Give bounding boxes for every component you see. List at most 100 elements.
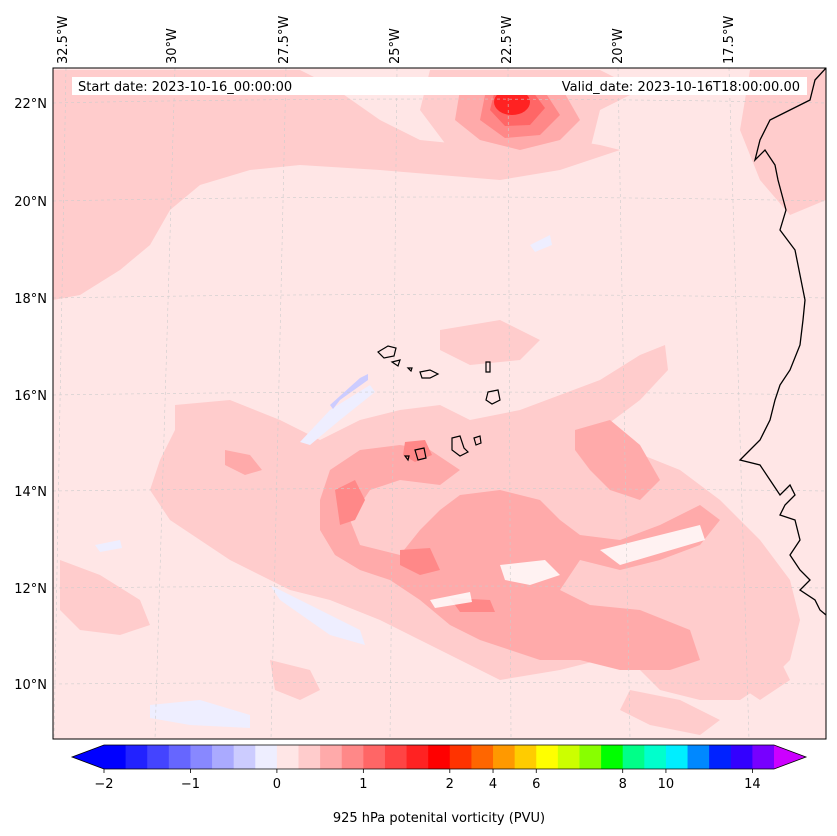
pv-core-1 [335, 480, 365, 525]
colorbar-cell [363, 745, 386, 769]
colorbar-tick-label: 1 [359, 777, 367, 792]
lon-label: 27.5°W [277, 16, 292, 64]
colorbar-cell [190, 745, 213, 769]
graticule [52, 67, 827, 740]
map-panel [52, 67, 827, 740]
colorbar-tick-label: −2 [94, 777, 113, 792]
lat-label: 16°N [14, 389, 47, 404]
colorbar-tick-label: 10 [658, 777, 675, 792]
date-header: Start date: 2023-10-16_00:00:00 Valid_da… [72, 77, 807, 95]
coastline [738, 68, 826, 616]
colorbar-label: 925 hPa potenital vorticity (PVU) [333, 811, 545, 826]
pv-core-2 [400, 548, 440, 575]
cape-verde-islands [377, 345, 501, 462]
colorbar-cell [428, 745, 451, 769]
colorbar-cell [276, 745, 300, 769]
colorbar-cell [384, 745, 408, 769]
lat-label: 12°N [14, 582, 47, 597]
island-boa-vista [485, 389, 501, 405]
colorbar-cell [125, 745, 148, 769]
neg-streak-2 [270, 585, 365, 645]
pv-patch-north [53, 70, 620, 300]
pv-core-spot [403, 440, 432, 462]
pv-field [53, 70, 826, 735]
pv-max-inner [494, 89, 530, 115]
pv-level-negative-weak [95, 235, 552, 728]
island-santiago [451, 435, 470, 457]
pv-patch-north-coast [740, 70, 826, 215]
pv-patch-south-east [620, 690, 720, 735]
latitude-labels: 22°N 20°N 18°N 16°N 14°N 12°N 10°N [14, 97, 47, 693]
colorbar-cell [709, 745, 732, 769]
colorbar-cell [406, 745, 429, 769]
colorbar-cell [493, 745, 516, 769]
africa-coast [738, 68, 826, 616]
colorbar-cell [622, 745, 645, 769]
lat-label: 14°N [14, 485, 47, 500]
pv-band-east [575, 420, 660, 500]
colorbar-cell [212, 745, 235, 769]
neg-core-1 [330, 374, 368, 409]
lon-label: 20°W [611, 28, 626, 64]
pv-blob-small [225, 450, 262, 475]
island-santa-luzia [406, 367, 413, 373]
pv-patch-coast-south [730, 630, 790, 700]
pv-patch-island [440, 320, 540, 365]
lon-label: 22.5°W [500, 16, 515, 64]
colorbar-cell [471, 745, 494, 769]
colorbar-under-arrow [72, 745, 104, 769]
colorbar-cell [730, 745, 753, 769]
lat-label: 20°N [14, 195, 47, 210]
island-maio [473, 435, 482, 446]
pv-level-negative [330, 374, 368, 409]
lon-label: 17.5°W [722, 16, 737, 64]
colorbar-cells [104, 745, 775, 769]
start-date-text: Start date: 2023-10-16_00:00:00 [78, 80, 292, 95]
colorbar-cell [298, 745, 321, 769]
map-frame [52, 67, 827, 740]
colorbar-cell [644, 745, 667, 769]
neg-streak-1 [300, 385, 375, 445]
island-sao-nicolau [419, 369, 440, 379]
longitude-labels: 32.5°W 30°W 27.5°W 25°W 22.5°W 20°W 17.5… [56, 16, 737, 64]
zero-streak-3 [430, 592, 472, 608]
colorbar-cell [514, 745, 537, 769]
colorbar-cell [255, 745, 278, 769]
colorbar-tick-label: 0 [273, 777, 281, 792]
island-brava [403, 455, 410, 462]
colorbar-cell [536, 745, 559, 769]
colorbar-tick-label: 14 [744, 777, 761, 792]
colorbar-cell [449, 745, 472, 769]
zero-streak-1 [500, 560, 560, 585]
colorbar-cell [233, 745, 256, 769]
header-bar [72, 77, 807, 95]
colorbar-cell [752, 745, 775, 769]
lat-label: 10°N [14, 678, 47, 693]
lon-label: 32.5°W [56, 16, 71, 64]
colorbar-ticks: −2 −1 0 1 2 4 6 8 10 14 [94, 769, 761, 792]
lat-label: 22°N [14, 97, 47, 112]
island-sal [485, 361, 491, 373]
pv-near-zero [430, 525, 705, 608]
lon-label: 30°W [165, 28, 180, 64]
colorbar-tick-label: −1 [181, 777, 200, 792]
lon-label: 25°W [388, 28, 403, 64]
neg-streak-5 [95, 540, 122, 552]
colorbar-tick-label: 8 [619, 777, 627, 792]
valid-date-text: Valid_date: 2023-10-16T18:00:00.00 [562, 80, 800, 95]
pv-patch-west [60, 560, 150, 635]
colorbar-cell [147, 745, 170, 769]
neg-streak-3 [150, 700, 250, 728]
colorbar-tick-label: 2 [446, 777, 454, 792]
pv-patch-south [270, 660, 320, 700]
colorbar-over-arrow [774, 745, 806, 769]
island-fogo [414, 447, 427, 461]
colorbar-cell [320, 745, 343, 769]
colorbar-tick-label: 4 [489, 777, 497, 792]
colorbar-cell [687, 745, 710, 769]
colorbar-cell [168, 745, 191, 769]
colorbar-cell [665, 745, 689, 769]
colorbar-cell [579, 745, 602, 769]
colorbar-cell [341, 745, 364, 769]
